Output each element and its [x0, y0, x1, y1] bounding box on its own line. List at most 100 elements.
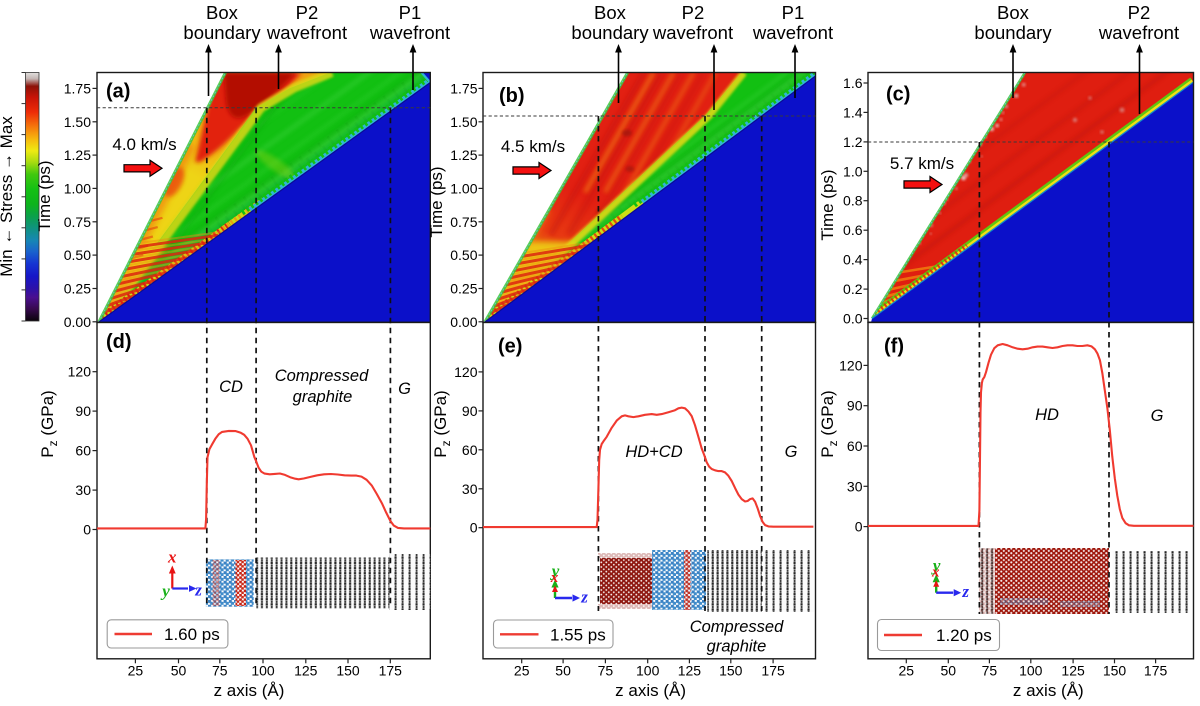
svg-text:120: 120: [68, 364, 92, 380]
svg-text:90: 90: [462, 403, 478, 419]
svg-text:25: 25: [128, 663, 144, 679]
svg-text:75: 75: [982, 663, 998, 679]
svg-text:125: 125: [294, 663, 318, 679]
svg-text:x: x: [167, 548, 177, 567]
svg-text:0.50: 0.50: [450, 247, 477, 263]
svg-text:0: 0: [855, 519, 863, 535]
svg-text:60: 60: [75, 443, 91, 459]
svg-text:wavefront: wavefront: [652, 22, 733, 43]
svg-text:Time (ps): Time (ps): [427, 166, 446, 237]
svg-text:4.0 km/s: 4.0 km/s: [112, 135, 176, 154]
svg-text:0.25: 0.25: [450, 281, 477, 297]
svg-text:1.25: 1.25: [450, 147, 477, 163]
svg-text:100: 100: [1019, 663, 1043, 679]
svg-text:1.25: 1.25: [64, 147, 91, 163]
svg-text:1.00: 1.00: [450, 180, 477, 196]
svg-text:25: 25: [514, 663, 530, 679]
svg-text:z axis (Å): z axis (Å): [1013, 681, 1084, 700]
svg-text:wavefront: wavefront: [752, 22, 833, 43]
svg-text:Box: Box: [997, 2, 1030, 23]
svg-text:175: 175: [761, 663, 785, 679]
svg-text:0.75: 0.75: [450, 214, 477, 230]
svg-text:(c): (c): [886, 84, 910, 106]
svg-text:1.2: 1.2: [843, 134, 863, 150]
svg-text:y: y: [931, 556, 941, 575]
svg-text:0: 0: [83, 522, 91, 538]
svg-text:0.6: 0.6: [843, 222, 863, 238]
svg-text:25: 25: [899, 663, 915, 679]
svg-text:wavefront: wavefront: [369, 22, 450, 43]
svg-text:75: 75: [212, 663, 228, 679]
svg-text:150: 150: [719, 663, 743, 679]
svg-text:4.5 km/s: 4.5 km/s: [501, 137, 565, 156]
svg-text:0.00: 0.00: [450, 314, 477, 330]
svg-text:HD+CD: HD+CD: [625, 443, 682, 461]
svg-text:P2: P2: [1128, 2, 1151, 23]
svg-text:0.50: 0.50: [64, 247, 91, 263]
svg-text:0.75: 0.75: [64, 214, 91, 230]
svg-text:(d): (d): [106, 331, 132, 353]
svg-text:30: 30: [847, 478, 863, 494]
svg-text:(e): (e): [498, 336, 522, 358]
svg-text:(a): (a): [106, 81, 130, 103]
svg-text:0.00: 0.00: [64, 314, 91, 330]
svg-text:CD: CD: [219, 378, 243, 396]
svg-text:150: 150: [1103, 663, 1127, 679]
svg-text:(f): (f): [884, 336, 904, 358]
svg-text:0.8: 0.8: [843, 193, 863, 209]
svg-text:0.2: 0.2: [843, 281, 863, 297]
svg-text:30: 30: [462, 481, 478, 497]
svg-text:30: 30: [75, 482, 91, 498]
svg-text:1.6: 1.6: [843, 75, 863, 91]
svg-text:90: 90: [75, 403, 91, 419]
svg-text:Min ← Stress → Max: Min ← Stress → Max: [0, 116, 16, 277]
svg-text:z: z: [961, 582, 969, 601]
svg-text:90: 90: [847, 398, 863, 414]
svg-text:120: 120: [839, 357, 863, 373]
svg-text:Box: Box: [594, 2, 627, 23]
svg-text:wavefront: wavefront: [1098, 22, 1179, 43]
svg-text:wavefront: wavefront: [266, 22, 347, 43]
svg-text:125: 125: [678, 663, 702, 679]
svg-text:z axis (Å): z axis (Å): [615, 681, 686, 700]
svg-text:1.20 ps: 1.20 ps: [936, 626, 992, 645]
svg-text:graphite: graphite: [707, 638, 767, 656]
svg-text:0.0: 0.0: [843, 311, 863, 327]
svg-text:y: y: [160, 582, 170, 601]
svg-text:P1: P1: [782, 2, 805, 23]
svg-text:G: G: [398, 380, 411, 398]
svg-text:boundary: boundary: [571, 22, 649, 43]
svg-text:1.50: 1.50: [64, 114, 91, 130]
svg-text:0: 0: [470, 520, 478, 536]
svg-text:P1: P1: [399, 2, 422, 23]
svg-text:1.4: 1.4: [843, 104, 863, 120]
svg-text:z axis (Å): z axis (Å): [214, 681, 285, 700]
svg-text:Pz (GPa): Pz (GPa): [38, 390, 60, 457]
svg-text:G: G: [785, 443, 798, 461]
svg-text:(b): (b): [499, 85, 525, 107]
svg-text:100: 100: [251, 663, 275, 679]
svg-text:P2: P2: [296, 2, 319, 23]
svg-text:1.50: 1.50: [450, 114, 477, 130]
svg-text:125: 125: [1061, 663, 1085, 679]
svg-text:50: 50: [941, 663, 957, 679]
svg-text:graphite: graphite: [293, 388, 353, 406]
svg-text:0.4: 0.4: [843, 252, 863, 268]
svg-text:Pz (GPa): Pz (GPa): [818, 390, 840, 457]
svg-text:Time (ps): Time (ps): [818, 169, 837, 240]
svg-text:Pz (GPa): Pz (GPa): [431, 390, 453, 457]
svg-text:boundary: boundary: [974, 22, 1052, 43]
svg-text:z: z: [194, 581, 202, 600]
svg-text:Box: Box: [206, 2, 239, 23]
svg-text:x: x: [550, 570, 559, 586]
svg-text:1.60 ps: 1.60 ps: [164, 625, 220, 644]
svg-text:150: 150: [336, 663, 360, 679]
svg-text:50: 50: [555, 663, 571, 679]
svg-text:Compressed: Compressed: [690, 618, 784, 636]
svg-text:z: z: [580, 588, 588, 607]
svg-text:G: G: [1151, 407, 1164, 425]
svg-text:60: 60: [847, 438, 863, 454]
svg-text:175: 175: [379, 663, 403, 679]
svg-text:50: 50: [171, 663, 187, 679]
svg-text:75: 75: [598, 663, 614, 679]
